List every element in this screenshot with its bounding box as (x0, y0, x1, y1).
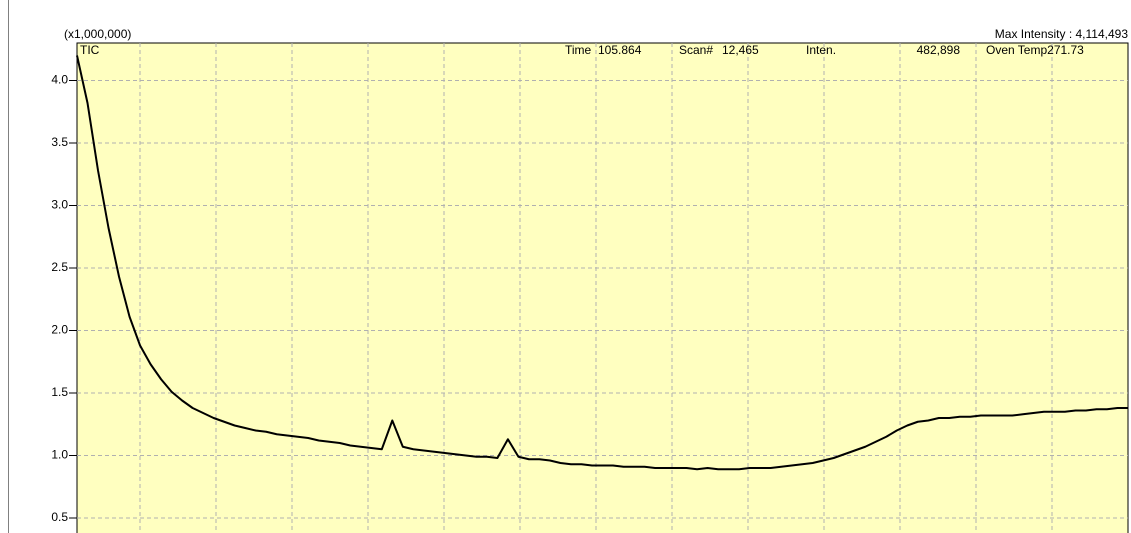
plot-area (76, 42, 1129, 533)
y-tick-label: 3.0 (51, 198, 68, 212)
max-intensity: Max Intensity : 4,114,493 (995, 27, 1129, 41)
y-tick-label: 2.0 (51, 323, 68, 337)
status-scan: 12,465 (722, 43, 759, 57)
data-line (76, 55, 1128, 471)
status-time-label: Time (565, 43, 592, 57)
status-oven-temp: Oven Temp271.73 (986, 43, 1084, 57)
y-tick-label: 1.0 (51, 448, 68, 462)
y-tick-label: 2.5 (51, 260, 68, 274)
status-inten-label: Inten. (806, 43, 836, 57)
series-label: TIC (80, 43, 100, 57)
status-inten: 482,898 (917, 43, 961, 57)
status-scan-label: Scan# (679, 43, 713, 57)
status-time: 105.864 (598, 43, 642, 57)
y-tick-label: 1.5 (51, 385, 68, 399)
vertical-grid (139, 43, 1053, 533)
y-tick-label: 3.5 (51, 135, 68, 149)
y-tick-label: 4.0 (51, 73, 68, 87)
y-multiplier: (x1,000,000) (64, 27, 131, 41)
y-tick-label: 0.5 (51, 510, 68, 524)
